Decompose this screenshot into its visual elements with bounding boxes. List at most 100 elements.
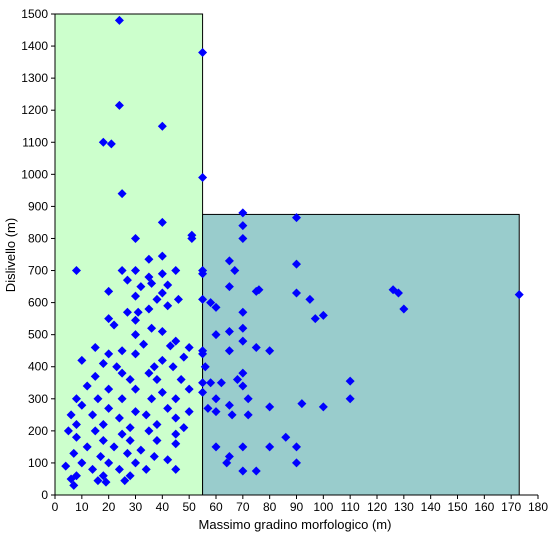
data-point — [117, 394, 127, 404]
data-point — [318, 310, 328, 320]
data-point — [104, 403, 114, 413]
data-point — [122, 307, 132, 317]
data-point — [144, 272, 154, 282]
data-point — [238, 221, 248, 231]
y-tick-label: 700 — [28, 264, 48, 278]
data-point — [251, 342, 261, 352]
data-point — [198, 294, 208, 304]
data-point — [171, 413, 181, 423]
data-point — [171, 464, 181, 474]
data-point — [131, 266, 140, 276]
x-tick-label: 110 — [341, 500, 360, 514]
data-point — [222, 458, 232, 468]
data-point — [114, 15, 124, 25]
data-point — [88, 410, 98, 420]
x-tick-label: 70 — [236, 500, 250, 514]
data-point — [120, 476, 130, 486]
data-point — [77, 458, 87, 468]
data-point — [163, 403, 173, 413]
data-point — [66, 474, 76, 484]
data-point — [98, 419, 108, 429]
data-point — [106, 139, 116, 149]
data-point — [149, 452, 159, 462]
x-axis-title: Massimo gradino morfologico (m) — [199, 517, 392, 532]
data-point — [211, 442, 221, 452]
data-point — [206, 298, 216, 308]
data-point — [90, 342, 100, 352]
data-points — [61, 15, 524, 490]
data-point — [122, 275, 132, 285]
data-point — [77, 400, 87, 410]
data-point — [157, 326, 167, 336]
data-point — [292, 259, 301, 269]
data-point — [157, 269, 167, 279]
shaded-regions — [54, 13, 520, 496]
data-point — [393, 288, 403, 298]
tick-labels: 0 10 20 30 40 50 60 70 80 90 100 110 120 130 140 150 160… — [21, 7, 548, 514]
data-point — [125, 435, 135, 445]
y-tick-label: 0 — [41, 488, 48, 502]
data-point — [179, 423, 189, 433]
data-point — [171, 429, 181, 439]
data-point — [131, 330, 140, 340]
data-point — [144, 426, 154, 436]
data-point — [114, 413, 124, 423]
data-point — [224, 400, 234, 410]
data-point — [514, 290, 524, 300]
data-point — [224, 326, 234, 336]
x-tick-label: 140 — [421, 500, 441, 514]
data-point — [133, 307, 143, 317]
data-point — [265, 346, 275, 356]
data-point — [104, 314, 114, 324]
data-point — [224, 256, 234, 266]
data-point — [109, 442, 119, 452]
data-point — [131, 315, 140, 325]
x-tick-label: 80 — [263, 500, 277, 514]
data-point — [157, 121, 167, 131]
data-point — [165, 341, 175, 351]
data-point — [114, 464, 124, 474]
data-point — [345, 376, 355, 386]
data-point — [198, 387, 208, 397]
data-point — [90, 371, 100, 381]
data-point — [198, 47, 208, 57]
data-point — [101, 477, 111, 487]
data-point — [292, 288, 301, 298]
data-point — [71, 419, 81, 429]
data-point — [211, 330, 221, 340]
y-tick-label: 300 — [28, 392, 48, 406]
axes — [51, 13, 539, 499]
data-point — [227, 410, 237, 420]
data-point — [149, 362, 159, 372]
y-tick-label: 900 — [28, 199, 48, 213]
y-tick-label: 500 — [28, 328, 48, 342]
x-tick-label: 180 — [528, 500, 548, 514]
data-point — [82, 442, 92, 452]
shaded-region-2 — [202, 213, 520, 496]
data-point — [63, 426, 73, 436]
data-point — [144, 368, 154, 378]
data-point — [96, 452, 106, 462]
data-point — [125, 375, 135, 385]
data-point — [251, 466, 261, 476]
data-point — [292, 213, 301, 223]
data-point — [71, 432, 81, 442]
x-tick-label: 20 — [102, 500, 116, 514]
data-point — [104, 286, 114, 296]
data-point — [104, 384, 114, 394]
data-point — [184, 342, 194, 352]
data-point — [66, 410, 76, 420]
x-tick-label: 120 — [367, 500, 387, 514]
data-point — [157, 217, 167, 227]
data-point — [211, 407, 221, 417]
x-tick-label: 130 — [394, 500, 414, 514]
data-point — [141, 464, 151, 474]
y-tick-label: 1500 — [21, 7, 48, 21]
data-point — [136, 445, 146, 455]
data-point — [98, 359, 108, 369]
y-tick-label: 800 — [28, 231, 48, 245]
data-point — [131, 349, 140, 359]
y-tick-label: 600 — [28, 296, 48, 310]
data-point — [399, 304, 409, 314]
